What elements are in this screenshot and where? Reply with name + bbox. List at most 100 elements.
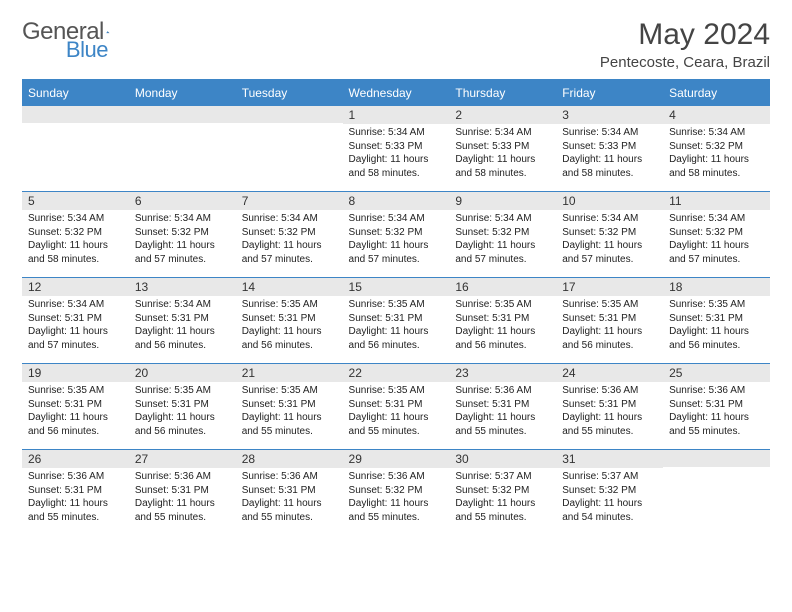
day-number: 23 — [449, 364, 556, 382]
day-number — [22, 106, 129, 123]
day-details: Sunrise: 5:37 AMSunset: 5:32 PMDaylight:… — [556, 468, 663, 528]
day-details: Sunrise: 5:34 AMSunset: 5:32 PMDaylight:… — [556, 210, 663, 270]
day-number: 7 — [236, 192, 343, 210]
day-details: Sunrise: 5:36 AMSunset: 5:31 PMDaylight:… — [129, 468, 236, 528]
calendar-row: 12Sunrise: 5:34 AMSunset: 5:31 PMDayligh… — [22, 278, 770, 364]
col-monday: Monday — [129, 80, 236, 106]
day-number: 4 — [663, 106, 770, 124]
calendar-row: 19Sunrise: 5:35 AMSunset: 5:31 PMDayligh… — [22, 364, 770, 450]
location-text: Pentecoste, Ceara, Brazil — [600, 54, 770, 71]
day-number: 25 — [663, 364, 770, 382]
calendar-cell: 4Sunrise: 5:34 AMSunset: 5:32 PMDaylight… — [663, 106, 770, 192]
logo: General Blue — [22, 18, 178, 46]
day-number: 24 — [556, 364, 663, 382]
day-details: Sunrise: 5:34 AMSunset: 5:33 PMDaylight:… — [556, 124, 663, 184]
day-details: Sunrise: 5:34 AMSunset: 5:32 PMDaylight:… — [129, 210, 236, 270]
day-details: Sunrise: 5:35 AMSunset: 5:31 PMDaylight:… — [129, 382, 236, 442]
col-wednesday: Wednesday — [343, 80, 450, 106]
day-number: 30 — [449, 450, 556, 468]
calendar-cell: 11Sunrise: 5:34 AMSunset: 5:32 PMDayligh… — [663, 192, 770, 278]
calendar-cell: 10Sunrise: 5:34 AMSunset: 5:32 PMDayligh… — [556, 192, 663, 278]
day-details: Sunrise: 5:37 AMSunset: 5:32 PMDaylight:… — [449, 468, 556, 528]
day-details: Sunrise: 5:35 AMSunset: 5:31 PMDaylight:… — [236, 382, 343, 442]
col-saturday: Saturday — [663, 80, 770, 106]
title-block: May 2024 Pentecoste, Ceara, Brazil — [600, 18, 770, 71]
page-title: May 2024 — [600, 18, 770, 52]
calendar-cell: 2Sunrise: 5:34 AMSunset: 5:33 PMDaylight… — [449, 106, 556, 192]
logo-text-blue: Blue — [66, 37, 108, 63]
day-number: 12 — [22, 278, 129, 296]
day-number: 31 — [556, 450, 663, 468]
calendar-cell — [129, 106, 236, 192]
day-number: 14 — [236, 278, 343, 296]
day-details: Sunrise: 5:36 AMSunset: 5:31 PMDaylight:… — [663, 382, 770, 442]
calendar-cell: 15Sunrise: 5:35 AMSunset: 5:31 PMDayligh… — [343, 278, 450, 364]
day-number: 17 — [556, 278, 663, 296]
col-sunday: Sunday — [22, 80, 129, 106]
day-number: 19 — [22, 364, 129, 382]
day-details: Sunrise: 5:36 AMSunset: 5:31 PMDaylight:… — [236, 468, 343, 528]
calendar-cell: 18Sunrise: 5:35 AMSunset: 5:31 PMDayligh… — [663, 278, 770, 364]
day-number: 20 — [129, 364, 236, 382]
calendar-cell — [236, 106, 343, 192]
calendar-cell: 7Sunrise: 5:34 AMSunset: 5:32 PMDaylight… — [236, 192, 343, 278]
calendar-row: 26Sunrise: 5:36 AMSunset: 5:31 PMDayligh… — [22, 450, 770, 536]
day-number — [236, 106, 343, 123]
calendar-table: Sunday Monday Tuesday Wednesday Thursday… — [22, 79, 770, 536]
day-number: 27 — [129, 450, 236, 468]
day-details: Sunrise: 5:35 AMSunset: 5:31 PMDaylight:… — [22, 382, 129, 442]
day-number: 2 — [449, 106, 556, 124]
day-number: 18 — [663, 278, 770, 296]
day-number: 11 — [663, 192, 770, 210]
calendar-row: 1Sunrise: 5:34 AMSunset: 5:33 PMDaylight… — [22, 106, 770, 192]
calendar-cell: 29Sunrise: 5:36 AMSunset: 5:32 PMDayligh… — [343, 450, 450, 536]
day-number: 28 — [236, 450, 343, 468]
day-details: Sunrise: 5:34 AMSunset: 5:31 PMDaylight:… — [22, 296, 129, 356]
day-details: Sunrise: 5:35 AMSunset: 5:31 PMDaylight:… — [663, 296, 770, 356]
header-row: Sunday Monday Tuesday Wednesday Thursday… — [22, 80, 770, 106]
day-number: 3 — [556, 106, 663, 124]
day-details: Sunrise: 5:34 AMSunset: 5:32 PMDaylight:… — [663, 124, 770, 184]
calendar-cell: 16Sunrise: 5:35 AMSunset: 5:31 PMDayligh… — [449, 278, 556, 364]
calendar-cell: 13Sunrise: 5:34 AMSunset: 5:31 PMDayligh… — [129, 278, 236, 364]
calendar-cell: 24Sunrise: 5:36 AMSunset: 5:31 PMDayligh… — [556, 364, 663, 450]
day-details: Sunrise: 5:34 AMSunset: 5:32 PMDaylight:… — [449, 210, 556, 270]
day-number: 21 — [236, 364, 343, 382]
calendar-cell: 23Sunrise: 5:36 AMSunset: 5:31 PMDayligh… — [449, 364, 556, 450]
calendar-cell: 5Sunrise: 5:34 AMSunset: 5:32 PMDaylight… — [22, 192, 129, 278]
header: General Blue May 2024 Pentecoste, Ceara,… — [22, 18, 770, 71]
calendar-cell: 28Sunrise: 5:36 AMSunset: 5:31 PMDayligh… — [236, 450, 343, 536]
calendar-cell — [22, 106, 129, 192]
col-thursday: Thursday — [449, 80, 556, 106]
day-details: Sunrise: 5:36 AMSunset: 5:32 PMDaylight:… — [343, 468, 450, 528]
calendar-cell: 1Sunrise: 5:34 AMSunset: 5:33 PMDaylight… — [343, 106, 450, 192]
day-details: Sunrise: 5:34 AMSunset: 5:32 PMDaylight:… — [343, 210, 450, 270]
day-number: 26 — [22, 450, 129, 468]
day-number — [129, 106, 236, 123]
calendar-cell: 25Sunrise: 5:36 AMSunset: 5:31 PMDayligh… — [663, 364, 770, 450]
calendar-cell: 27Sunrise: 5:36 AMSunset: 5:31 PMDayligh… — [129, 450, 236, 536]
col-tuesday: Tuesday — [236, 80, 343, 106]
day-number: 1 — [343, 106, 450, 124]
day-details: Sunrise: 5:35 AMSunset: 5:31 PMDaylight:… — [556, 296, 663, 356]
calendar-cell: 12Sunrise: 5:34 AMSunset: 5:31 PMDayligh… — [22, 278, 129, 364]
calendar-cell: 17Sunrise: 5:35 AMSunset: 5:31 PMDayligh… — [556, 278, 663, 364]
day-details: Sunrise: 5:34 AMSunset: 5:32 PMDaylight:… — [236, 210, 343, 270]
calendar-cell: 22Sunrise: 5:35 AMSunset: 5:31 PMDayligh… — [343, 364, 450, 450]
day-details: Sunrise: 5:35 AMSunset: 5:31 PMDaylight:… — [449, 296, 556, 356]
calendar-cell — [663, 450, 770, 536]
day-details: Sunrise: 5:35 AMSunset: 5:31 PMDaylight:… — [343, 382, 450, 442]
day-number: 15 — [343, 278, 450, 296]
day-number: 29 — [343, 450, 450, 468]
day-details: Sunrise: 5:34 AMSunset: 5:33 PMDaylight:… — [449, 124, 556, 184]
calendar-cell: 19Sunrise: 5:35 AMSunset: 5:31 PMDayligh… — [22, 364, 129, 450]
calendar-cell: 31Sunrise: 5:37 AMSunset: 5:32 PMDayligh… — [556, 450, 663, 536]
day-details: Sunrise: 5:35 AMSunset: 5:31 PMDaylight:… — [343, 296, 450, 356]
calendar-cell: 14Sunrise: 5:35 AMSunset: 5:31 PMDayligh… — [236, 278, 343, 364]
calendar-cell: 8Sunrise: 5:34 AMSunset: 5:32 PMDaylight… — [343, 192, 450, 278]
day-number: 8 — [343, 192, 450, 210]
calendar-cell: 6Sunrise: 5:34 AMSunset: 5:32 PMDaylight… — [129, 192, 236, 278]
col-friday: Friday — [556, 80, 663, 106]
day-details: Sunrise: 5:35 AMSunset: 5:31 PMDaylight:… — [236, 296, 343, 356]
day-number — [663, 450, 770, 467]
